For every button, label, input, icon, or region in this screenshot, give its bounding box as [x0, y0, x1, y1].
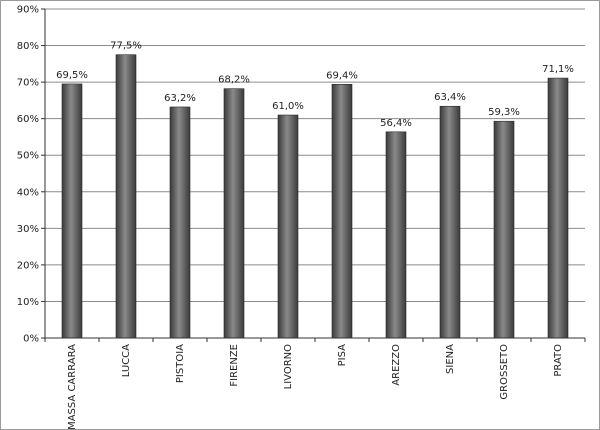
bar	[277, 114, 299, 339]
y-axis-tick-labels: 0% 10% 20% 30% 40% 50% 60% 70% 80% 90%	[17, 5, 39, 345]
category-label: SIENA	[445, 344, 456, 374]
category-label: PISTOIA	[175, 344, 186, 383]
data-label: 63,2%	[164, 93, 196, 104]
category-label: PRATO	[553, 344, 564, 377]
category-label: LIVORNO	[283, 344, 294, 389]
y-tick-label: 70%	[17, 78, 39, 89]
data-label: 59,3%	[488, 107, 520, 118]
data-label: 63,4%	[434, 92, 466, 103]
bar	[385, 131, 407, 339]
bar	[169, 106, 191, 339]
y-tick-label: 50%	[17, 151, 39, 162]
y-tick-label: 80%	[17, 41, 39, 52]
data-label: 69,5%	[56, 70, 88, 81]
bar	[61, 83, 83, 339]
category-label: PISA	[337, 344, 348, 367]
data-label: 69,4%	[326, 70, 358, 81]
bar	[115, 54, 137, 339]
category-label: GROSSETO	[499, 344, 510, 400]
y-tick-label: 60%	[17, 114, 39, 125]
y-tick-label: 90%	[17, 5, 39, 16]
data-label: 68,2%	[218, 75, 250, 86]
category-label: LUCCA	[121, 344, 132, 377]
bar	[331, 84, 353, 339]
data-label: 77,5%	[110, 41, 142, 52]
y-tick-label: 10%	[17, 297, 39, 308]
bar	[439, 105, 461, 339]
bar	[493, 120, 515, 339]
data-label: 56,4%	[380, 118, 412, 129]
bar	[547, 77, 569, 339]
data-label: 71,1%	[542, 64, 574, 75]
data-label: 61,0%	[272, 101, 304, 112]
bars	[44, 54, 586, 342]
y-tick-label: 20%	[17, 260, 39, 271]
x-axis-category-labels: MASSA CARRARA LUCCA PISTOIA FIRENZE LIVORNO P…	[67, 344, 564, 429]
data-labels: 69,5% 77,5% 63,2% 68,2% 61,0% 69,4% 56,4% 63,4%…	[56, 41, 574, 129]
category-label: MASSA CARRARA	[67, 344, 78, 429]
y-tick-label: 0%	[23, 334, 39, 345]
category-label: AREZZO	[391, 344, 402, 386]
category-label: FIRENZE	[229, 344, 240, 387]
y-tick-label: 30%	[17, 224, 39, 235]
bar	[223, 88, 245, 339]
y-tick-label: 40%	[17, 187, 39, 198]
